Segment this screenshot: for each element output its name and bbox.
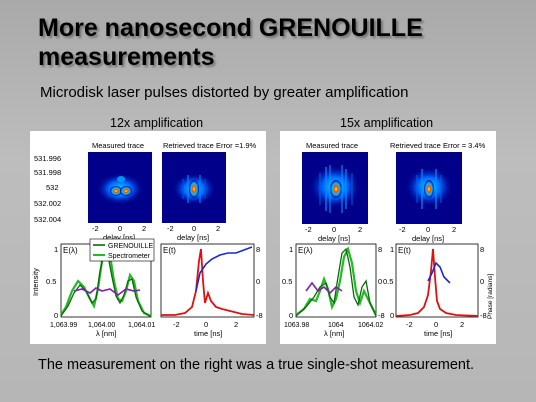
right-time-tick-1: 0	[434, 320, 438, 329]
right-phase-tick-m8: -8	[480, 311, 487, 320]
right-spec-xlabel: λ [nm]	[324, 329, 344, 338]
left-phase-tick-8: 8	[256, 245, 260, 254]
left-spec-label: E(λ)	[63, 246, 78, 255]
left-legend-grenouille: GRENOUILLE	[108, 243, 153, 250]
right-phase-axis-label: Phase [radians]	[487, 274, 494, 319]
left-time-tick-2: 2	[234, 320, 238, 329]
left-spec-xtick-0: 1,063.99	[50, 322, 77, 329]
right-delay-tick-m3: 2	[358, 225, 362, 234]
right-spec-xtick-0: 1063.98	[284, 322, 309, 329]
left-spec-xlabel: λ [nm]	[96, 329, 116, 338]
right-delay-tick-r3: 2	[452, 225, 456, 234]
left-spec-y-0: 0	[54, 311, 58, 320]
left-legend-spectrometer: Spectrometer	[108, 253, 151, 260]
left-ytick-2: 532	[46, 183, 59, 192]
right-delay-label-m: delay [ns]	[318, 234, 350, 243]
left-temp-label: E(t)	[163, 246, 176, 255]
right-measured-trace	[302, 152, 368, 224]
left-spec-xtick-1: 1,064.00	[88, 322, 115, 329]
left-delay-tick-r1: -2	[167, 224, 174, 233]
right-time-tick-0: -2	[406, 320, 413, 329]
left-time-tick-1: 0	[204, 320, 208, 329]
right-time-tick-2: 2	[460, 320, 464, 329]
left-delay-tick-m3: 2	[142, 224, 146, 233]
right-spec-phase-curve	[305, 281, 343, 295]
right-spectrometer-curve	[295, 245, 377, 316]
right-phase-tick-8: 8	[480, 245, 484, 254]
left-phase-curve	[195, 246, 253, 292]
right-spectrum-plot: E(λ) 1 0.5 0 8 0 -8 1063.98 1064 1064.02…	[282, 243, 385, 338]
left-legend	[89, 238, 155, 262]
right-spec-phase-8: 8	[378, 245, 382, 254]
right-delay-label-r: delay [ns]	[412, 234, 444, 243]
right-spec-y-1: 1	[289, 245, 293, 254]
right-delay-tick-r2: 0	[426, 225, 430, 234]
left-delay-label-m: delay [ns]	[103, 233, 135, 242]
right-delay-tick-r1: -2	[399, 225, 406, 234]
right-spec-phase-m8: -8	[378, 311, 385, 320]
right-temp-y-1: 1	[390, 245, 394, 254]
left-caption: 12x amplification	[110, 116, 204, 130]
right-figure-panel: Measured trace Retrieved trace Error = 3…	[280, 131, 496, 344]
left-time-label: time [ns]	[194, 329, 222, 338]
right-retrieved-trace	[396, 152, 462, 224]
right-time-label: time [ns]	[424, 329, 452, 338]
left-intensity-label: Intensity	[31, 268, 40, 296]
right-delay-tick-m2: 0	[332, 225, 336, 234]
left-delay-tick-r3: 2	[216, 224, 220, 233]
slide-footer: The measurement on the right was a true …	[38, 357, 475, 373]
left-measured-trace	[88, 152, 152, 223]
right-phase-tick-0: 0	[480, 277, 484, 286]
left-delay-tick-m1: -2	[92, 224, 99, 233]
left-delay-tick-r2: 0	[192, 224, 196, 233]
left-intensity-curve	[161, 248, 255, 316]
left-phase-tick-0: 0	[256, 277, 260, 286]
left-spec-xtick-2: 1,064.01	[128, 322, 155, 329]
right-spec-phase-0: 0	[378, 277, 382, 286]
right-retrieved-label: Retrieved trace Error = 3.4%	[390, 141, 486, 150]
slide-subtitle: Microdisk laser pulses distorted by grea…	[40, 84, 409, 101]
left-figure-panel: Measured trace Retrieved trace Error =1.…	[30, 131, 266, 344]
left-ytick-1: 531.998	[34, 168, 61, 177]
right-spec-xtick-2: 1064.02	[358, 322, 383, 329]
left-temporal-plot: E(t) 8 0 -8 -2 0 2 time [ns]	[160, 243, 263, 338]
left-spec-y-05: 0.5	[46, 277, 56, 286]
left-spectrum-plot: E(λ) Intensity 1 0.5 0 GRENOUILLE Spectr…	[31, 238, 155, 338]
right-temporal-plot: E(t) 1 0.5 0 8 0 -8 Phase [radians] -2 0…	[383, 243, 494, 338]
right-spec-y-0: 0	[289, 311, 293, 320]
left-time-tick-0: -2	[173, 320, 180, 329]
left-measured-label: Measured trace	[92, 141, 144, 150]
left-retrieved-trace	[162, 152, 226, 223]
left-figure: Measured trace Retrieved trace Error =1.…	[31, 141, 263, 338]
right-measured-label: Measured trace	[306, 141, 358, 150]
right-figure: Measured trace Retrieved trace Error = 3…	[282, 141, 494, 338]
right-temp-y-0: 0	[390, 311, 394, 320]
left-spec-phase-curve	[73, 287, 141, 296]
right-spec-label: E(λ)	[298, 246, 313, 255]
right-spec-xtick-1: 1064	[328, 322, 344, 329]
left-ytick-0: 531.996	[34, 154, 61, 163]
right-temp-y-05: 0.5	[383, 277, 393, 286]
left-phase-tick-m8: -8	[256, 311, 263, 320]
left-ytick-3: 532.002	[34, 199, 61, 208]
right-caption: 15x amplification	[340, 116, 434, 130]
right-delay-tick-m1: -2	[305, 225, 312, 234]
slide-title: More nanosecond GRENOUILLE measurements	[38, 14, 423, 71]
right-phase-curve	[427, 261, 451, 284]
left-retrieved-label: Retrieved trace Error =1.9%	[163, 141, 256, 150]
left-ytick-4: 532.004	[34, 215, 61, 224]
left-delay-label-r: delay [ns]	[177, 233, 209, 242]
right-temp-label: E(t)	[398, 246, 411, 255]
left-spec-y-1: 1	[54, 245, 58, 254]
left-delay-tick-m2: 0	[118, 224, 122, 233]
right-spec-y-05: 0.5	[282, 277, 292, 286]
right-intensity-curve	[395, 248, 479, 317]
